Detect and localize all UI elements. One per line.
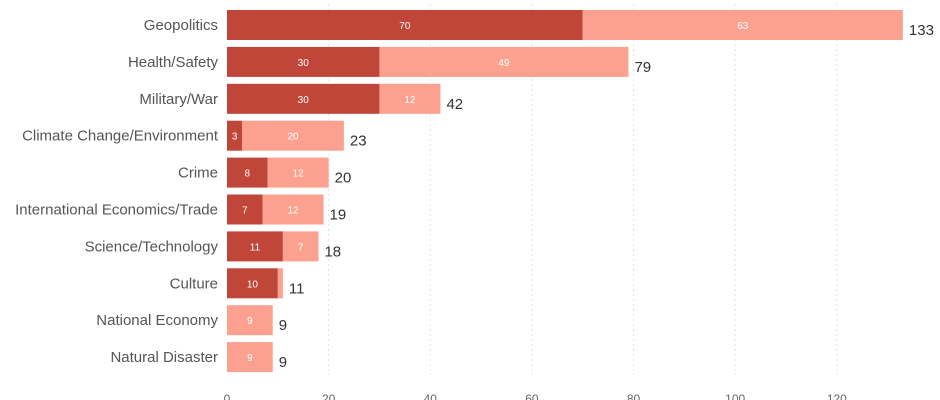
segment-value-label: 9 — [247, 316, 253, 327]
bar-segment — [227, 342, 273, 373]
total-value-label: 79 — [634, 59, 651, 76]
x-tick-label: 60 — [525, 392, 539, 400]
category-label: National Economy — [96, 312, 218, 329]
segment-value-label: 11 — [250, 242, 261, 253]
bar-segment — [227, 157, 268, 188]
bar-segment — [379, 46, 629, 77]
x-tick-label: 120 — [827, 392, 847, 400]
bar-segment — [227, 268, 278, 299]
segment-value-label: 7 — [298, 242, 304, 253]
x-tick-label: 80 — [627, 392, 641, 400]
category-label: Natural Disaster — [110, 349, 218, 366]
bar-segment — [227, 305, 273, 336]
total-value-label: 11 — [289, 280, 305, 297]
bar-segment — [277, 268, 283, 299]
segment-value-label: 7 — [242, 206, 248, 217]
total-value-label: 133 — [909, 22, 934, 39]
segment-value-label: 3 — [232, 132, 238, 143]
segment-value-label: 30 — [298, 58, 310, 69]
x-axis: 0 20 40 60 80 100 120 — [224, 392, 848, 400]
segment-value-label: 12 — [288, 206, 300, 217]
x-tick-label: 100 — [725, 392, 745, 400]
total-value-label: 18 — [324, 243, 341, 260]
segment-value-label: 63 — [737, 21, 749, 32]
bar-segment — [379, 83, 441, 114]
segment-value-label: 49 — [498, 58, 510, 69]
segment-value-label: 12 — [293, 169, 305, 180]
bar-segment — [227, 83, 380, 114]
x-tick-label: 20 — [322, 392, 336, 400]
category-label: International Economics/Trade — [15, 202, 218, 219]
bar-segment — [227, 194, 263, 225]
segment-value-label: 10 — [247, 279, 259, 290]
category-label: Military/War — [139, 91, 218, 108]
total-value-label: 20 — [335, 170, 352, 187]
total-value-label: 42 — [446, 96, 463, 113]
segment-value-label: 30 — [298, 95, 310, 106]
category-label: Geopolitics — [144, 17, 218, 34]
bar-segment — [242, 120, 344, 151]
total-value-label: 9 — [279, 317, 287, 334]
x-tick-label: 0 — [224, 392, 231, 400]
bar-segment — [582, 10, 903, 40]
segment-value-label: 20 — [288, 132, 300, 143]
segment-value-label: 12 — [404, 95, 416, 106]
total-value-label: 19 — [330, 207, 347, 224]
bar-segment — [282, 231, 319, 262]
bar-segment — [227, 231, 283, 262]
category-label: Science/Technology — [85, 238, 219, 255]
category-label: Climate Change/Environment — [22, 128, 219, 145]
x-tick-label: 40 — [424, 392, 438, 400]
category-label: Crime — [178, 165, 218, 182]
segment-value-label: 70 — [399, 21, 411, 32]
bar-segment — [227, 10, 583, 40]
bar-segment — [262, 194, 324, 225]
segment-value-label: 8 — [245, 169, 251, 180]
segment-value-label: 9 — [247, 353, 253, 364]
category-label: Culture — [170, 275, 218, 292]
bar-segment — [227, 46, 380, 77]
category-label: Health/Safety — [128, 54, 219, 71]
bar-segment — [267, 157, 329, 188]
total-value-label: 9 — [279, 354, 287, 371]
total-value-label: 23 — [350, 133, 367, 150]
bars — [227, 10, 903, 373]
bar-segment — [227, 120, 243, 151]
